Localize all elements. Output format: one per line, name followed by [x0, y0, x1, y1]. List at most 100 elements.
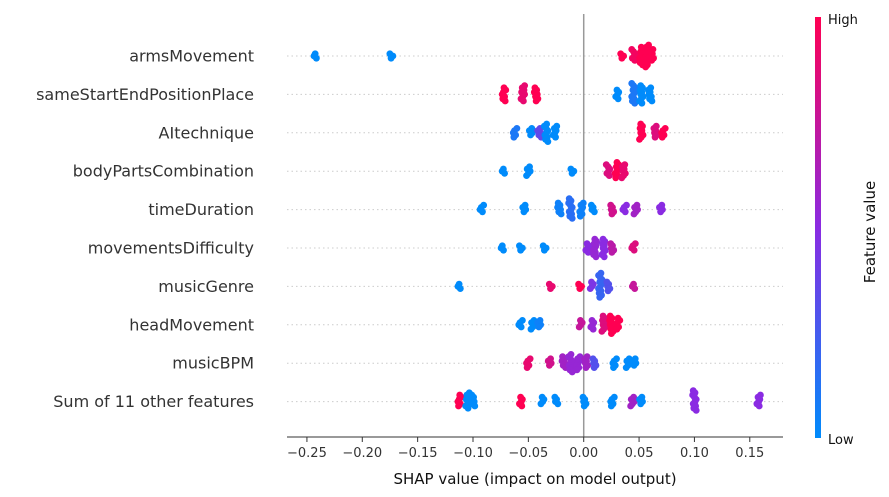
shap-point — [527, 131, 534, 139]
shap-point — [636, 136, 643, 143]
shap-point — [631, 355, 639, 363]
shap-point — [623, 201, 630, 209]
colorbar-high-label: High — [828, 13, 858, 28]
shap-point — [568, 215, 576, 222]
shap-point — [661, 124, 669, 132]
shap-point — [589, 355, 597, 363]
shap-point — [608, 210, 616, 218]
feature-label: headMovement — [129, 315, 254, 334]
shap-point — [554, 199, 562, 207]
shap-point — [613, 86, 621, 94]
shap-point — [553, 122, 561, 130]
shap-point — [536, 317, 544, 324]
x-axis-ticks: −0.25 −0.20 −0.15 −0.10 −0.05 0.00 0.05 0.10 0.1… — [287, 437, 764, 461]
shap-point — [658, 201, 666, 209]
shap-point — [631, 240, 639, 248]
shap-point — [575, 323, 583, 331]
shap-point — [464, 404, 472, 412]
feature-label: bodyPartsCombination — [73, 162, 254, 181]
shap-point — [618, 174, 626, 182]
shap-point — [638, 393, 646, 401]
feature-label: musicBPM — [172, 354, 254, 373]
shap-point — [613, 325, 621, 333]
shap-point — [592, 253, 600, 261]
shap-point — [604, 287, 612, 295]
shap-point — [547, 355, 554, 363]
shap-point — [455, 402, 462, 410]
shap-point — [630, 246, 638, 254]
shap-point — [526, 163, 533, 171]
shap-point — [622, 364, 630, 371]
shap-point — [621, 161, 629, 169]
shap-point — [586, 285, 594, 292]
x-tick-label: −0.20 — [342, 446, 382, 461]
shap-point — [614, 314, 622, 322]
x-tick-label: 0.15 — [735, 446, 764, 461]
shap-points — [310, 41, 764, 414]
shap-point — [517, 393, 525, 401]
shap-point — [588, 278, 595, 286]
shap-point — [628, 80, 636, 87]
shap-point — [554, 400, 562, 408]
shap-point — [630, 210, 638, 218]
shap-point — [645, 41, 653, 49]
shap-point — [583, 353, 591, 360]
shap-point — [627, 402, 635, 410]
shap-point — [537, 400, 545, 408]
shap-point — [576, 212, 584, 220]
x-tick-label: 0.00 — [569, 446, 598, 461]
shap-point — [614, 95, 622, 103]
shap-point — [510, 133, 518, 141]
shap-point — [582, 364, 590, 371]
shap-point — [597, 269, 605, 277]
shap-point — [628, 46, 636, 53]
feature-label: sameStartEndPositionPlace — [36, 85, 254, 104]
shap-point — [559, 353, 566, 360]
shap-point — [607, 330, 615, 337]
shap-point — [479, 208, 486, 216]
shap-point — [568, 170, 576, 177]
shap-point — [501, 97, 509, 105]
shap-point — [500, 84, 508, 92]
shap-point — [649, 46, 657, 53]
shap-point — [552, 133, 559, 141]
shap-point — [312, 54, 320, 62]
shap-point — [651, 133, 659, 141]
shap-point — [543, 120, 551, 128]
x-tick-label: −0.05 — [508, 446, 548, 461]
shap-point — [547, 285, 554, 292]
shap-point — [606, 312, 614, 320]
x-tick-label: −0.15 — [398, 446, 438, 461]
shap-point — [610, 364, 617, 371]
colorbar-low-label: Low — [828, 433, 854, 448]
shap-point — [598, 328, 606, 335]
shap-point — [630, 393, 638, 401]
shap-point — [517, 323, 525, 331]
shap-point — [648, 57, 656, 64]
shap-point — [603, 278, 611, 286]
feature-label: musicGenre — [158, 277, 254, 296]
shap-point — [471, 402, 479, 410]
feature-label: timeDuration — [148, 200, 254, 219]
shap-point — [607, 201, 615, 209]
feature-grid-lines — [287, 55, 783, 403]
shap-point — [545, 362, 553, 369]
shap-point — [527, 325, 535, 333]
shap-point — [538, 393, 546, 401]
shap-point — [557, 210, 565, 218]
feature-label: AItechnique — [159, 123, 254, 142]
shap-point — [565, 195, 573, 203]
shap-point — [501, 170, 508, 177]
shap-point — [613, 355, 620, 363]
shap-point — [638, 99, 646, 107]
shap-point — [589, 325, 597, 333]
shap-point — [587, 201, 595, 209]
shap-point — [540, 246, 548, 254]
feature-label: armsMovement — [129, 47, 254, 66]
shap-point — [591, 235, 599, 243]
shap-point — [387, 54, 395, 62]
shap-point — [613, 159, 621, 166]
shap-point — [647, 84, 655, 92]
shap-point — [480, 201, 488, 209]
